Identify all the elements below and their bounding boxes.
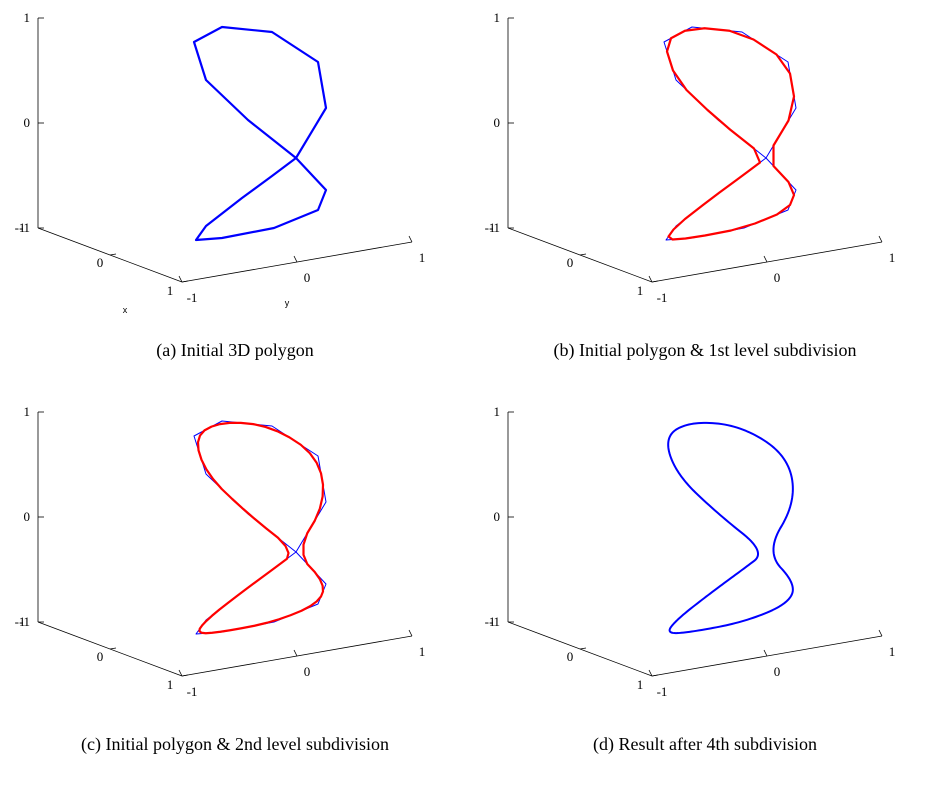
curve-control-0 <box>663 26 797 241</box>
y-tick-label: -1 <box>187 290 198 305</box>
chart-panel-a: -1 0 1 -1 0 1 -1 0 1 x y (a) Initial 3D polygon <box>0 0 470 394</box>
chart-panel-b: -1 0 1 -1 0 1 -1 0 1 (b) Initial polygon & 1st l… <box>470 0 940 394</box>
axes: -1 0 1 -1 0 1 -1 0 1 <box>15 404 426 699</box>
x-tick-mark <box>579 647 587 650</box>
y-tick-mark <box>408 235 413 243</box>
z-tick-label: 1 <box>24 404 31 419</box>
x-tick-mark <box>109 253 117 256</box>
y-tick-mark <box>293 255 298 263</box>
y-tick-label: 1 <box>419 644 426 659</box>
x-tick-label: 1 <box>637 677 644 692</box>
z-tick-label: 0 <box>24 115 31 130</box>
x-tick-label: -1 <box>15 614 26 629</box>
caption-b: (b) Initial polygon & 1st level subdivis… <box>553 340 857 360</box>
y-tick-label: 0 <box>304 664 311 679</box>
z-tick-label: 0 <box>494 115 501 130</box>
x-tick-label: -1 <box>485 614 496 629</box>
curve-subdivided-1 <box>665 27 796 241</box>
x-tick-mark <box>181 674 189 677</box>
x-tick-label: 0 <box>97 649 104 664</box>
y-tick-mark <box>878 235 883 243</box>
chart-svg-c: -1 0 1 -1 0 1 -1 0 1 <box>15 404 426 699</box>
y-tick-label: 0 <box>774 270 781 285</box>
y-tick-mark <box>648 669 653 677</box>
y-tick-mark <box>178 275 183 283</box>
x-tick-label: -1 <box>485 220 496 235</box>
x-tick-mark <box>651 280 659 283</box>
z-tick-label: 1 <box>494 404 501 419</box>
y-tick-label: 0 <box>774 664 781 679</box>
x-tick-label: 1 <box>167 283 174 298</box>
y-tick-label: 1 <box>419 250 426 265</box>
y-tick-mark <box>408 629 413 637</box>
curve-control-0 <box>192 25 328 242</box>
x-tick-label: 1 <box>167 677 174 692</box>
y-tick-mark <box>648 275 653 283</box>
x-tick-mark <box>651 674 659 677</box>
z-tick-label: 1 <box>24 10 31 25</box>
x-tick-label: 1 <box>637 283 644 298</box>
z-tick-label: -1 <box>19 614 30 629</box>
y-tick-mark <box>763 255 768 263</box>
y-tick-label: -1 <box>657 684 668 699</box>
caption-d: (d) Result after 4th subdivision <box>593 734 817 754</box>
axes: -1 0 1 -1 0 1 -1 0 1 <box>485 10 896 305</box>
chart-panel-c: -1 0 1 -1 0 1 -1 0 1 (c) Initial polygon & 2nd l… <box>0 394 470 788</box>
y-tick-mark <box>763 649 768 657</box>
y-tick-label: -1 <box>187 684 198 699</box>
x-tick-label: 0 <box>567 255 574 270</box>
y-tick-mark <box>878 629 883 637</box>
axes: -1 0 1 -1 0 1 -1 0 1 x y <box>15 10 426 315</box>
y-tick-mark <box>178 669 183 677</box>
chart-svg-a: -1 0 1 -1 0 1 -1 0 1 x y <box>15 10 426 315</box>
chart-panel-d: -1 0 1 -1 0 1 -1 0 1 (d) Result after 4th subdiv… <box>470 394 940 788</box>
y-tick-mark <box>293 649 298 657</box>
x-tick-label: 0 <box>97 255 104 270</box>
caption-a: (a) Initial 3D polygon <box>156 340 314 360</box>
chart-svg-d: -1 0 1 -1 0 1 -1 0 1 <box>485 404 896 699</box>
axes: -1 0 1 -1 0 1 -1 0 1 <box>485 404 896 699</box>
curve-control-0 <box>193 420 327 635</box>
y-tick-label: -1 <box>657 290 668 305</box>
z-tick-label: -1 <box>19 220 30 235</box>
caption-c: (c) Initial polygon & 2nd level subdivis… <box>81 734 389 754</box>
z-tick-label: 0 <box>24 509 31 524</box>
x-tick-mark <box>579 253 587 256</box>
x-tick-mark <box>181 280 189 283</box>
chart-svg-b: -1 0 1 -1 0 1 -1 0 1 <box>485 10 896 305</box>
x-axis-label: x <box>123 305 128 315</box>
y-tick-label: 1 <box>889 644 896 659</box>
y-tick-label: 0 <box>304 270 311 285</box>
z-tick-label: 0 <box>494 509 501 524</box>
y-tick-label: 1 <box>889 250 896 265</box>
x-tick-label: -1 <box>15 220 26 235</box>
curve-subdivided-1 <box>196 421 325 635</box>
z-tick-label: -1 <box>489 614 500 629</box>
z-tick-label: -1 <box>489 220 500 235</box>
curve-subdivided-0 <box>667 421 794 635</box>
z-tick-label: 1 <box>494 10 501 25</box>
y-axis-label: y <box>285 298 290 308</box>
x-tick-label: 0 <box>567 649 574 664</box>
x-tick-mark <box>109 647 117 650</box>
